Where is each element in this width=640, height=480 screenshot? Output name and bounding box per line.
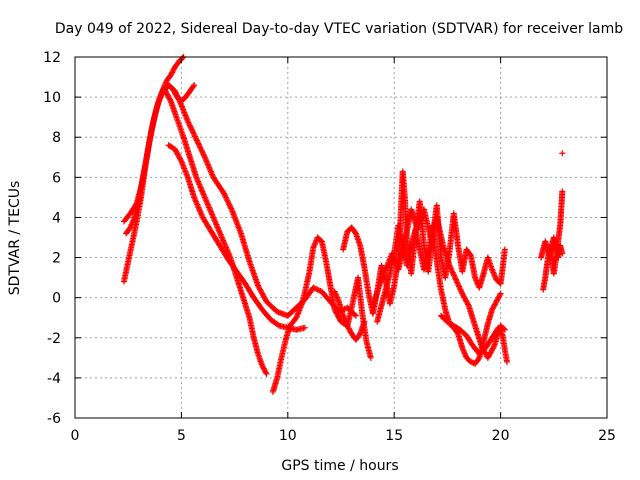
x-tick-label: 10 [279, 428, 297, 444]
data-point [186, 122, 193, 129]
data-points [120, 54, 566, 395]
data-point [501, 246, 508, 253]
data-point [496, 291, 503, 298]
grid [75, 57, 607, 418]
data-point [193, 136, 200, 143]
data-point [187, 123, 194, 130]
data-point [220, 190, 227, 197]
data-point [185, 119, 192, 126]
x-tick-label: 15 [385, 428, 403, 444]
data-point [225, 200, 232, 207]
data-point [194, 139, 201, 146]
data-point [188, 126, 195, 133]
x-tick-label: 5 [177, 428, 186, 444]
x-axis-label: GPS time / hours [281, 458, 398, 474]
y-tick-label: 4 [52, 210, 61, 226]
plot-frame [74, 56, 608, 419]
data-point [199, 148, 206, 155]
y-tick-label: 10 [43, 90, 61, 106]
axis-ticks: 0 5 10 15 20 25 -6 -4 -2 0 2 4 6 8 10 12 [43, 50, 616, 444]
y-tick-label: -2 [47, 331, 61, 347]
y-tick-label: 8 [52, 130, 61, 146]
data-point [200, 151, 207, 158]
y-tick-label: 6 [52, 170, 61, 186]
data-point [222, 193, 229, 200]
data-point [227, 204, 234, 211]
data-point [192, 134, 199, 141]
data-point [199, 150, 206, 157]
data-point [198, 147, 205, 154]
data-point [559, 250, 566, 257]
data-point [559, 150, 566, 157]
data-point [501, 326, 508, 333]
data-point [190, 83, 197, 90]
data-point [499, 331, 506, 338]
data-point [367, 354, 374, 361]
data-point [167, 96, 174, 103]
y-tick-label: 12 [43, 50, 61, 66]
y-tick-label: -6 [47, 411, 61, 427]
data-point [356, 331, 363, 338]
data-point [503, 358, 510, 365]
data-point [352, 229, 359, 236]
data-point [223, 195, 230, 202]
data-point [190, 130, 197, 137]
chart-title: Day 049 of 2022, Sidereal Day-to-day VTE… [55, 21, 623, 37]
data-point [179, 55, 186, 62]
data-point [186, 120, 193, 127]
data-point [189, 127, 196, 134]
data-point [263, 370, 270, 377]
data-point [193, 137, 200, 144]
data-point [224, 198, 231, 205]
data-point [197, 144, 204, 151]
data-point [201, 152, 208, 159]
y-tick-label: 0 [52, 291, 61, 307]
y-axis-label: SDTVAR / TECUs [7, 181, 23, 296]
data-point [475, 356, 482, 363]
data-point [177, 156, 184, 163]
data-point [226, 201, 233, 208]
data-point [222, 194, 229, 201]
data-point [275, 321, 282, 328]
data-point [196, 143, 203, 150]
data-point [197, 145, 204, 152]
data-point [228, 205, 235, 212]
data-point [195, 140, 202, 147]
data-point [184, 118, 191, 125]
data-point [262, 369, 269, 376]
x-tick-label: 0 [71, 428, 80, 444]
data-point [466, 251, 473, 258]
data-point [191, 133, 198, 140]
data-point [221, 191, 228, 198]
data-point [224, 197, 231, 204]
data-point [190, 129, 197, 136]
data-point [188, 125, 195, 132]
data-point [352, 312, 359, 319]
data-point [361, 318, 368, 325]
x-tick-label: 25 [598, 428, 616, 444]
x-tick-label: 20 [492, 428, 510, 444]
data-point [301, 324, 308, 331]
data-point [464, 301, 471, 308]
data-point [191, 132, 198, 139]
y-tick-label: 2 [52, 251, 61, 267]
data-point [228, 207, 235, 214]
data-point [226, 202, 233, 209]
data-point [195, 141, 202, 148]
data-point [497, 290, 504, 297]
data-point [490, 344, 497, 351]
data-point [559, 188, 566, 195]
y-tick-label: -4 [47, 371, 61, 387]
data-point [191, 82, 198, 89]
